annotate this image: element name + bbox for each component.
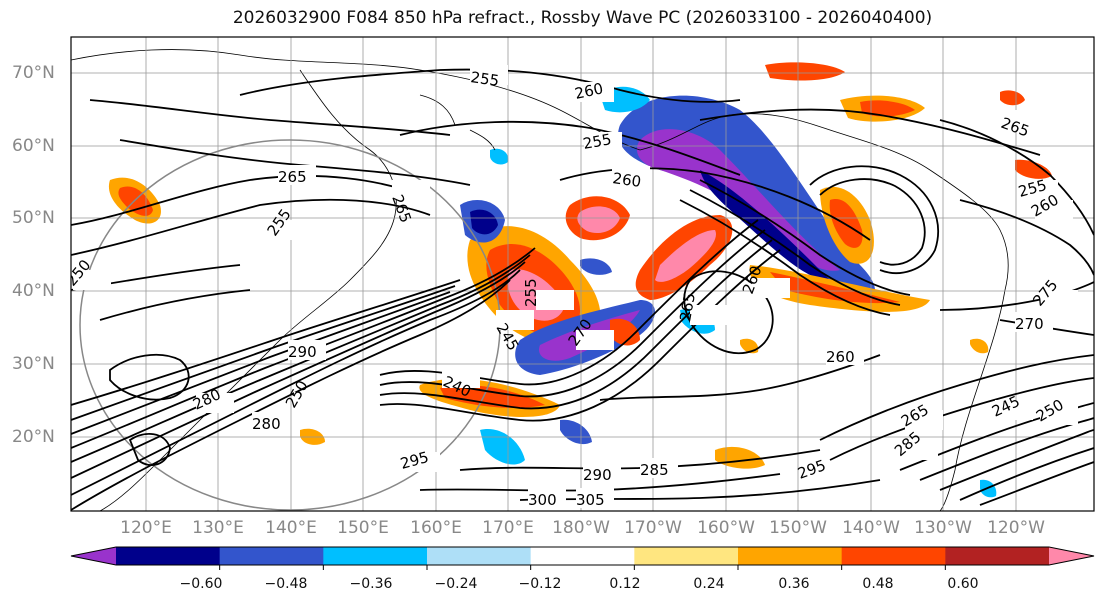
contour-label: 305 [576,491,605,509]
contour-label: 290 [583,466,612,484]
colorbar-tick-label: −0.60 [179,576,223,592]
colorbar-tick-label: 0.24 [693,576,725,592]
colorbar-tick-label: 0.60 [947,576,979,592]
contour-label: 270 [1015,315,1044,333]
latitude-label: 70°N [12,63,55,83]
colorbar-extend-max [1049,547,1094,565]
longitude-label: 170°E [482,518,534,538]
contour-label: 290 [288,343,317,361]
colorbar-tick-marks [219,565,946,570]
negative-patch-south [480,429,525,465]
longitude-label: 150°E [337,518,389,538]
colorbar-tick-label: −0.48 [264,576,308,592]
contour-label: 255 [469,68,500,90]
colorbar-tick-label: −0.36 [349,576,393,592]
colorbar-segment [841,547,946,565]
longitude-label: 120°E [120,518,172,538]
colorbar-segment [427,547,532,565]
latitude-label: 60°N [12,136,55,156]
colorbar-segments [70,546,1095,566]
positive-patch-alaska [765,62,845,81]
colorbar-segment [945,547,1050,565]
colorbar-extend-min [71,547,116,565]
colorbar-tick-label: −0.24 [434,576,478,592]
longitude-label: 170°W [624,518,682,538]
contour-label: 260 [611,169,642,191]
longitude-label: 140°W [842,518,900,538]
colorbar-tick-label: 0.48 [862,576,894,592]
refractivity-contours [71,68,1094,511]
latitude-label: 50°N [12,208,55,228]
colorbar-segment [116,547,221,565]
map-frame [70,36,1095,512]
latitude-label: 20°N [12,427,55,447]
longitude-label: 160°W [697,518,755,538]
map-contents: 255 260 255 265 260 265 255 265 255 260 … [71,37,1094,511]
graticule [71,37,1094,511]
longitude-label: 160°E [410,518,462,538]
contour-label: 285 [640,461,669,479]
longitude-label: 150°W [769,518,827,538]
longitude-label: 120°W [987,518,1045,538]
colorbar-outline [70,546,1095,566]
contour-label: 255 [522,278,540,307]
colorbar-segment [323,547,428,565]
longitude-label: 140°E [265,518,317,538]
colorbar-tick-label: −0.12 [518,576,562,592]
longitude-label: 130°W [914,518,972,538]
longitude-label: 180°W [552,518,610,538]
latitude-label: 40°N [12,281,55,301]
contour-label: 255 [582,130,613,153]
colorbar-tick-label: 0.36 [778,576,810,592]
contour-label: 265 [278,168,307,186]
contour-label: 280 [252,415,281,433]
colorbar-segment [738,547,843,565]
longitude-label: 130°E [192,518,244,538]
latitude-label: 30°N [12,354,55,374]
colorbar-segment [634,547,739,565]
colorbar-segment [530,547,635,565]
colorbar-segment [219,547,324,565]
contour-label: 265 [676,291,699,322]
contour-label: 260 [826,348,855,366]
map-title: 2026032900 F084 850 hPa refract., Rossby… [232,8,933,28]
colorbar-tick-label: 0.12 [609,576,641,592]
contour-label: 260 [573,79,605,103]
contour-label: 300 [528,491,557,509]
